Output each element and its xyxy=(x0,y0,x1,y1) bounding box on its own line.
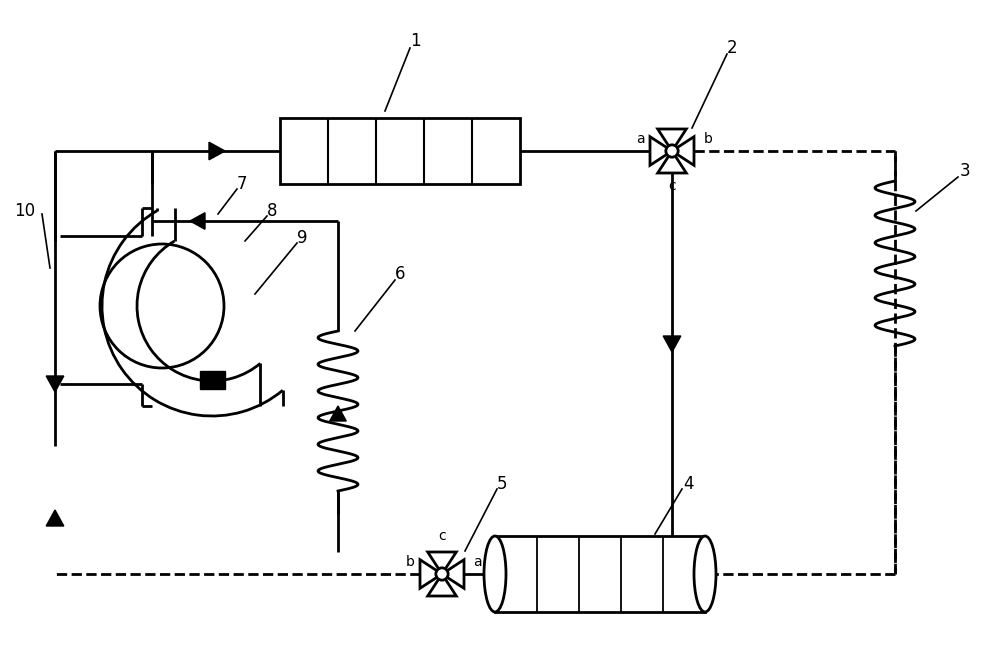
Bar xyxy=(495,536,705,612)
Ellipse shape xyxy=(694,536,716,612)
Text: 3: 3 xyxy=(960,162,970,180)
Text: a: a xyxy=(636,132,644,146)
Polygon shape xyxy=(190,213,205,229)
Polygon shape xyxy=(46,376,64,392)
Text: a: a xyxy=(473,555,481,569)
Bar xyxy=(280,118,520,184)
Ellipse shape xyxy=(484,536,506,612)
Text: 5: 5 xyxy=(497,475,507,493)
Text: 2: 2 xyxy=(727,39,737,57)
Polygon shape xyxy=(442,560,464,588)
Polygon shape xyxy=(663,336,681,352)
Text: 10: 10 xyxy=(14,202,36,220)
Text: 8: 8 xyxy=(267,202,277,220)
Circle shape xyxy=(436,568,448,580)
Polygon shape xyxy=(428,574,456,596)
Polygon shape xyxy=(330,406,346,421)
Text: c: c xyxy=(438,529,446,543)
Text: b: b xyxy=(406,555,414,569)
Text: 1: 1 xyxy=(410,32,420,50)
Bar xyxy=(200,371,225,389)
Text: 9: 9 xyxy=(297,229,307,247)
Text: 6: 6 xyxy=(395,265,405,283)
Polygon shape xyxy=(420,560,442,588)
Text: 7: 7 xyxy=(237,175,247,193)
Polygon shape xyxy=(209,142,225,160)
Polygon shape xyxy=(428,552,456,574)
Polygon shape xyxy=(672,136,694,165)
Polygon shape xyxy=(658,129,686,151)
Text: c: c xyxy=(668,179,676,193)
Text: b: b xyxy=(704,132,712,146)
Polygon shape xyxy=(650,136,672,165)
Polygon shape xyxy=(46,510,64,526)
Circle shape xyxy=(100,244,224,368)
Text: 4: 4 xyxy=(683,475,693,493)
Circle shape xyxy=(666,145,678,157)
Polygon shape xyxy=(658,151,686,173)
